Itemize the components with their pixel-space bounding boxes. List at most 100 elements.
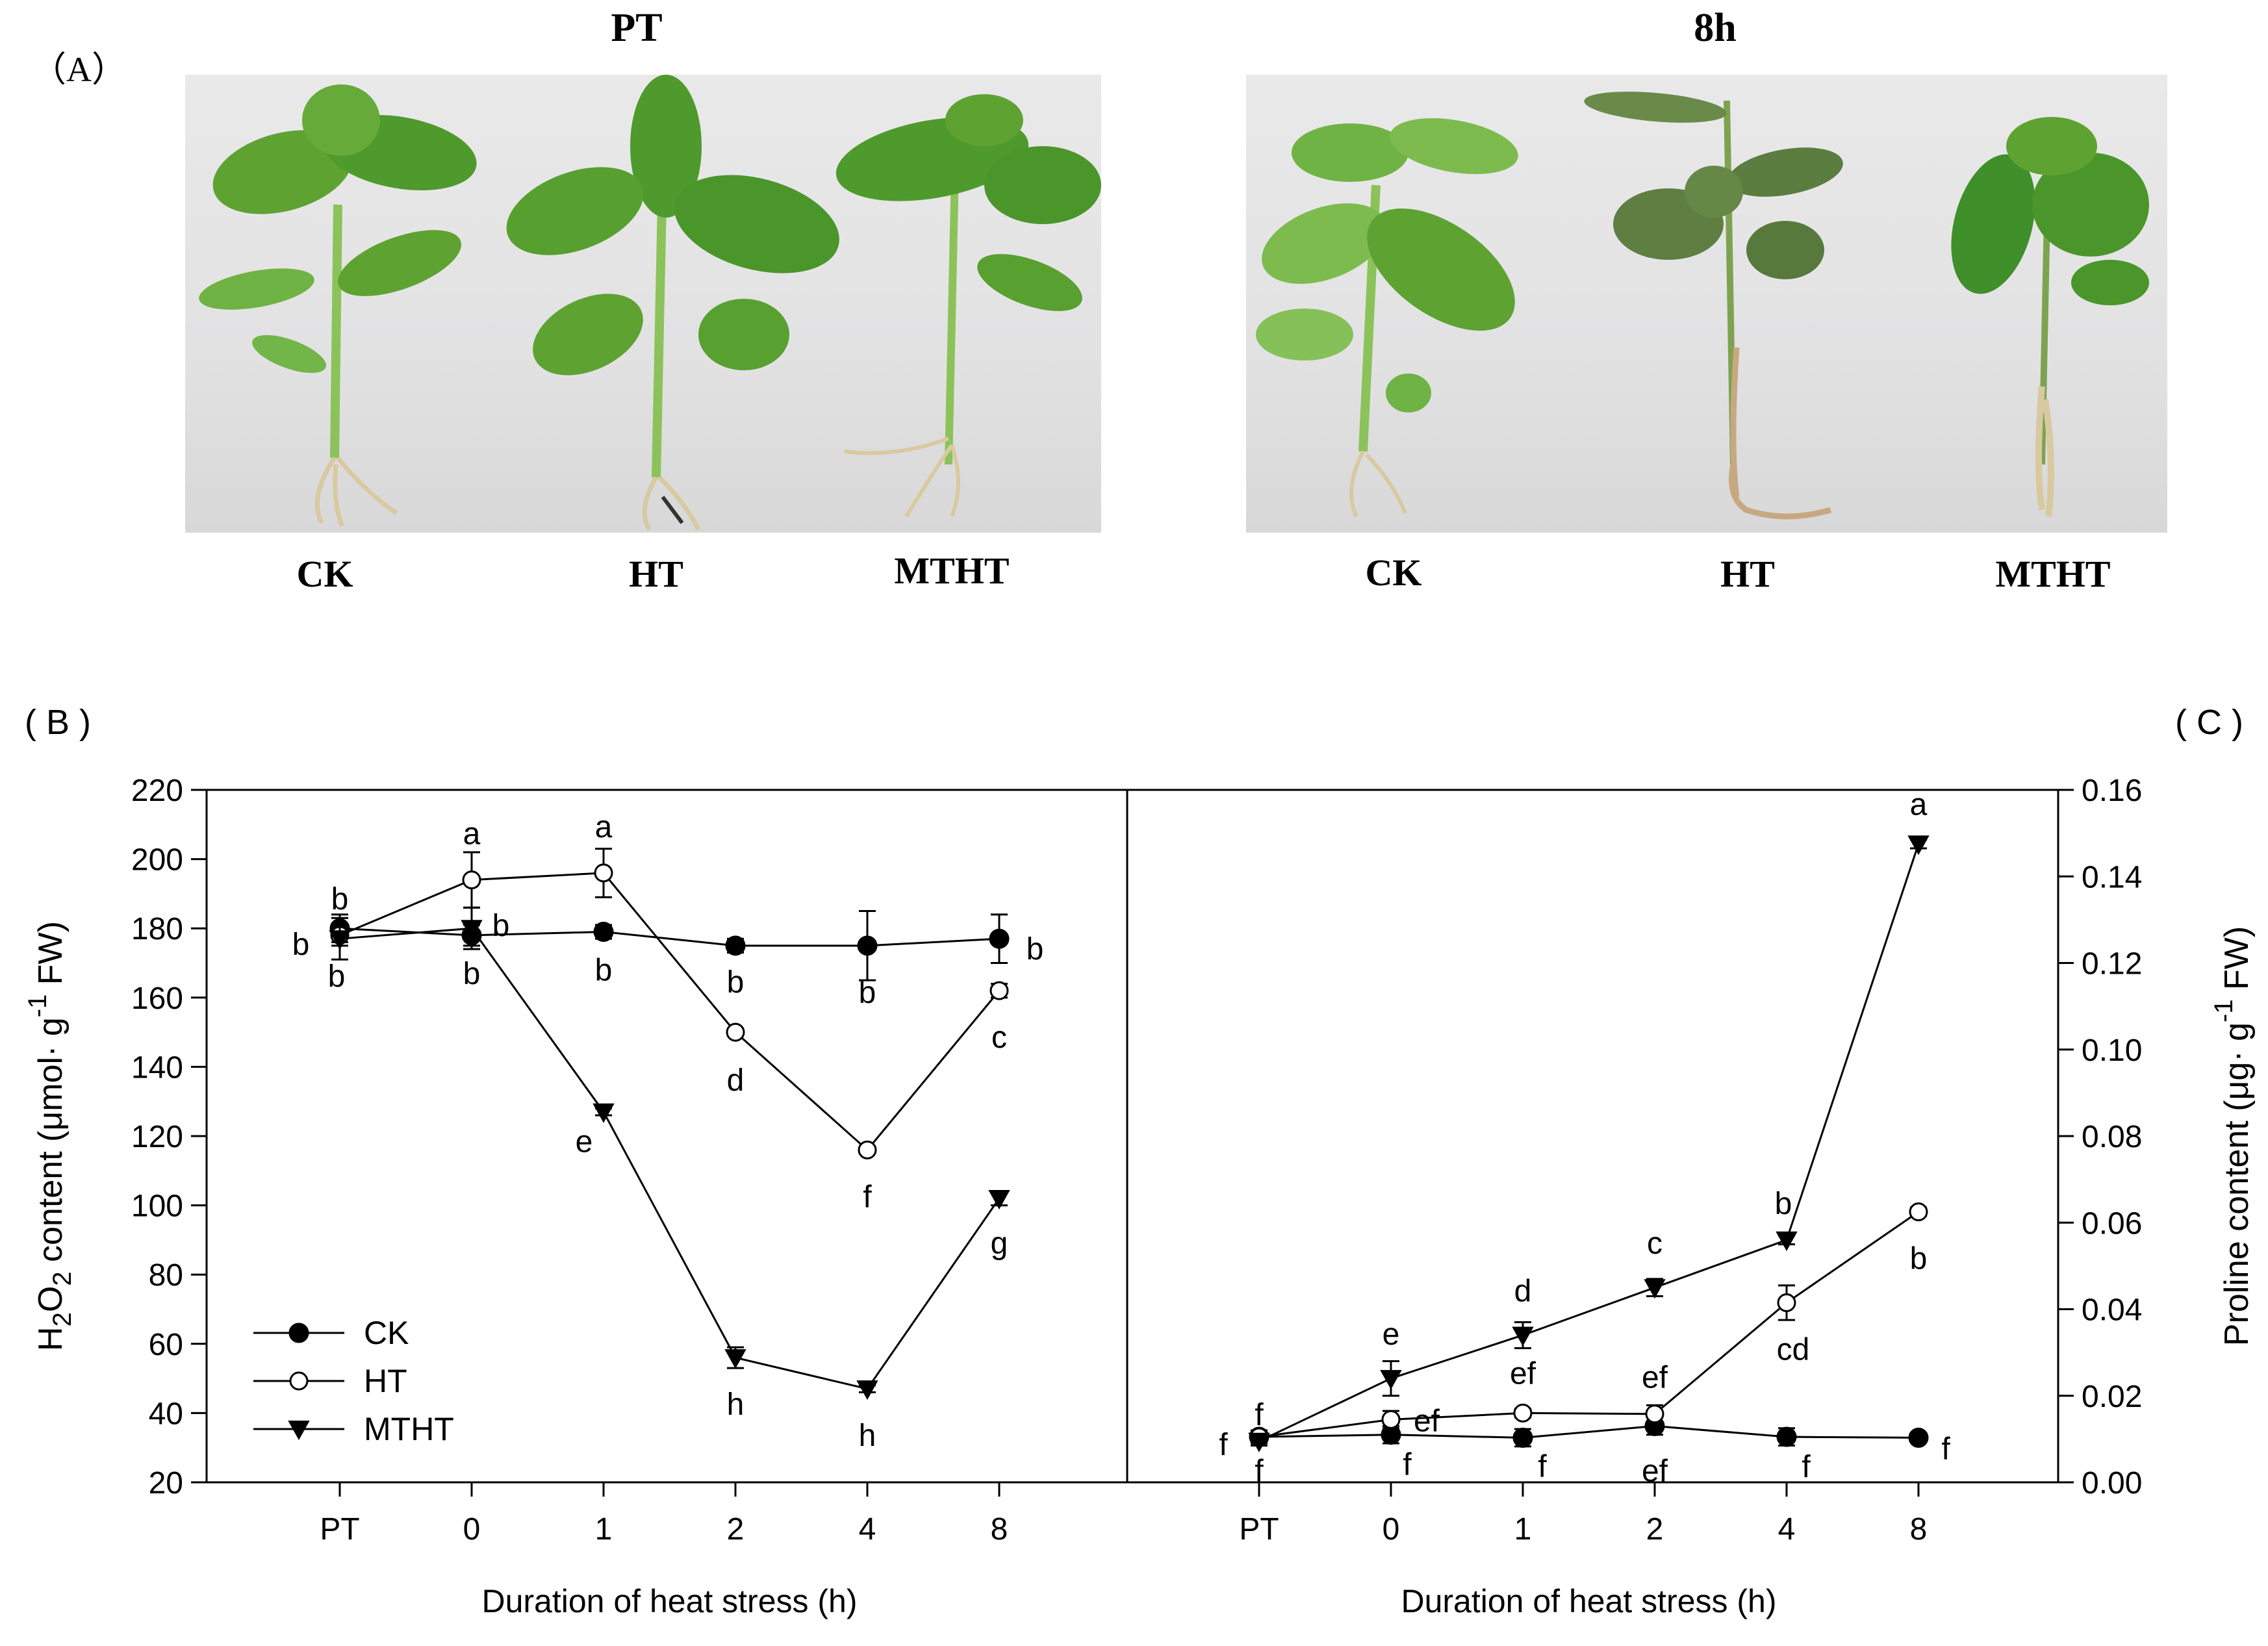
chart-b-letter-mtht: h xyxy=(859,1419,876,1453)
chart-b-letter-mtht: e xyxy=(576,1125,593,1159)
chart-c-point-mtht xyxy=(1248,1432,1270,1452)
chart-b-point-ht xyxy=(858,1140,877,1159)
chart-b-ytick-label: 60 xyxy=(149,1328,183,1362)
photo-group-title-pt: PT xyxy=(611,6,663,50)
chart-c-point-ck xyxy=(1776,1426,1797,1447)
chart-c-ytick-label: 0.16 xyxy=(2082,774,2142,808)
chart-b-letter-ck: b xyxy=(859,976,876,1010)
chart-b-point-ht xyxy=(594,863,613,883)
chart-c-letter-ht: ef xyxy=(1642,1361,1668,1395)
chart-c-letter-ck: f xyxy=(1802,1450,1811,1484)
chart-c-letter-ck: f xyxy=(1538,1449,1547,1484)
chart-b-ytick-label: 120 xyxy=(131,1120,183,1154)
panel-b-letter: ( B ) xyxy=(25,703,91,742)
chart-b-point-mtht xyxy=(988,1189,1010,1209)
chart-c-letter-mtht: a xyxy=(1910,787,1928,822)
chart-c-point-mtht xyxy=(1907,835,1930,855)
photo-group-title-8h: 8h xyxy=(1694,6,1737,50)
photo-label-8h-ht: HT xyxy=(1720,553,1775,595)
plant-image-pt-ck xyxy=(199,84,477,527)
chart-c-point-ht xyxy=(1513,1403,1533,1423)
chart-b-letter-ht: c xyxy=(991,1020,1007,1055)
chart-b-ytick-label: 180 xyxy=(131,912,183,946)
legend-label-ht: HT xyxy=(364,1363,407,1399)
chart-b-letter-ht: a xyxy=(463,817,481,852)
chart-b-letter-ht: b xyxy=(292,928,310,962)
legend-label-mtht: MTHT xyxy=(364,1411,454,1447)
photo-label-8h-ck: CK xyxy=(1365,551,1422,594)
photo-label-pt-ht: HT xyxy=(629,553,683,595)
chart-c-letter-ck: f xyxy=(1219,1428,1228,1462)
chart-b-ytick-label: 200 xyxy=(131,843,183,878)
chart-c-letter-ht: ef xyxy=(1414,1404,1440,1438)
chart-b-xtick-label: 8 xyxy=(991,1512,1008,1547)
chart-proline: 0.00 0.02 0.04 0.06 0.08 0.10 0.12 0.14 0.16 PT 0 1… xyxy=(1126,774,2256,1619)
chart-b-letter-ht: d xyxy=(727,1063,745,1098)
chart-c-point-ht xyxy=(1909,1202,1928,1222)
chart-c-line-mtht xyxy=(1258,843,1920,1443)
chart-b-ytick-label: 140 xyxy=(131,1050,183,1085)
legend-marker-ck xyxy=(288,1323,309,1343)
chart-c-ytick-label: 0.06 xyxy=(2082,1206,2142,1241)
chart-c-point-mtht xyxy=(1776,1231,1798,1251)
chart-c-letter-ht: b xyxy=(1910,1242,1928,1276)
legend-marker-mtht xyxy=(288,1421,310,1441)
chart-b-xlabel: Duration of heat stress (h) xyxy=(481,1583,857,1619)
chart-c-point-mtht xyxy=(1512,1326,1534,1347)
chart-b-ylabel: H2O2 content (μmol· g-1 FW) xyxy=(23,921,77,1351)
chart-b-point-mtht xyxy=(461,920,483,940)
chart-c-point-mtht xyxy=(1644,1279,1666,1299)
chart-c-letter-mtht: b xyxy=(1775,1187,1792,1221)
legend-label-ck: CK xyxy=(364,1315,409,1351)
chart-b-letter-ck: b xyxy=(727,965,745,1000)
chart-b-ytick-label: 100 xyxy=(131,1189,183,1224)
panel-a-letter: （A） xyxy=(31,50,127,89)
chart-c-frame xyxy=(1126,789,2059,1484)
chart-c-letter-mtht: f xyxy=(1255,1454,1264,1489)
chart-b-letter-ht: f xyxy=(863,1180,872,1214)
chart-b-line-ck xyxy=(339,927,1000,947)
chart-b-point-ht xyxy=(989,981,1009,1000)
chart-b-letter-ck: b xyxy=(595,954,613,988)
chart-b-letter-ck: b xyxy=(463,957,481,991)
plant-image-pt-ht xyxy=(506,75,839,531)
chart-b-letter-mtht: g xyxy=(991,1226,1008,1261)
chart-c-letter-ht: f xyxy=(1255,1398,1264,1432)
panel-c-letter: ( C ) xyxy=(2175,703,2243,742)
chart-b-ytick-label: 220 xyxy=(131,774,183,808)
chart-b-xtick-label: PT xyxy=(320,1512,359,1547)
chart-c-line-ht xyxy=(1258,1211,1919,1438)
chart-b-legend: CK HT MTHT xyxy=(253,1315,454,1447)
chart-b-line-ht xyxy=(339,872,1000,1152)
plant-image-pt-mtht xyxy=(835,94,1101,518)
chart-c-point-ht xyxy=(1645,1404,1664,1424)
photo-label-8h-mtht: MTHT xyxy=(1995,553,2111,595)
chart-c-xlabel: Duration of heat stress (h) xyxy=(1401,1583,1776,1619)
chart-c-ytick-label: 0.10 xyxy=(2082,1033,2142,1068)
chart-b-line-mtht xyxy=(339,927,1000,1390)
chart-b-point-ck xyxy=(989,928,1010,949)
chart-c-ytick-label: 0.04 xyxy=(2082,1293,2142,1328)
chart-b-point-ck xyxy=(593,922,614,943)
chart-b-letter-mtht: b xyxy=(492,909,510,943)
chart-c-letter-ck: f xyxy=(1403,1448,1412,1482)
chart-c-xtick-label: PT xyxy=(1239,1512,1279,1547)
chart-b-xtick-label: 1 xyxy=(595,1512,613,1547)
chart-b-point-mtht xyxy=(856,1380,878,1400)
chart-b-xtick-label: 2 xyxy=(727,1512,745,1547)
chart-c-xtick-label: 2 xyxy=(1646,1512,1664,1547)
chart-b-xtick-label: 0 xyxy=(463,1512,481,1547)
chart-c-letter-mtht: c xyxy=(1647,1226,1663,1261)
legend-marker-ht xyxy=(289,1371,309,1391)
chart-h2o2: 20 40 60 80 100 120 140 160 180 200 220 PT 0 1 2 4 8 Dura… xyxy=(23,774,1128,1619)
photo-label-pt-mtht: MTHT xyxy=(894,550,1010,592)
chart-b-ytick-label: 40 xyxy=(149,1397,183,1431)
chart-b-point-ht xyxy=(462,870,481,890)
chart-b-point-mtht xyxy=(329,930,351,950)
chart-c-point-ht xyxy=(1381,1410,1401,1429)
chart-c-point-mtht xyxy=(1380,1370,1402,1390)
chart-c-letter-mtht: d xyxy=(1514,1274,1532,1308)
chart-c-ytick-label: 0.12 xyxy=(2082,947,2142,981)
chart-c-point-ck xyxy=(1908,1427,1929,1448)
chart-c-letter-ht: cd xyxy=(1777,1333,1810,1367)
